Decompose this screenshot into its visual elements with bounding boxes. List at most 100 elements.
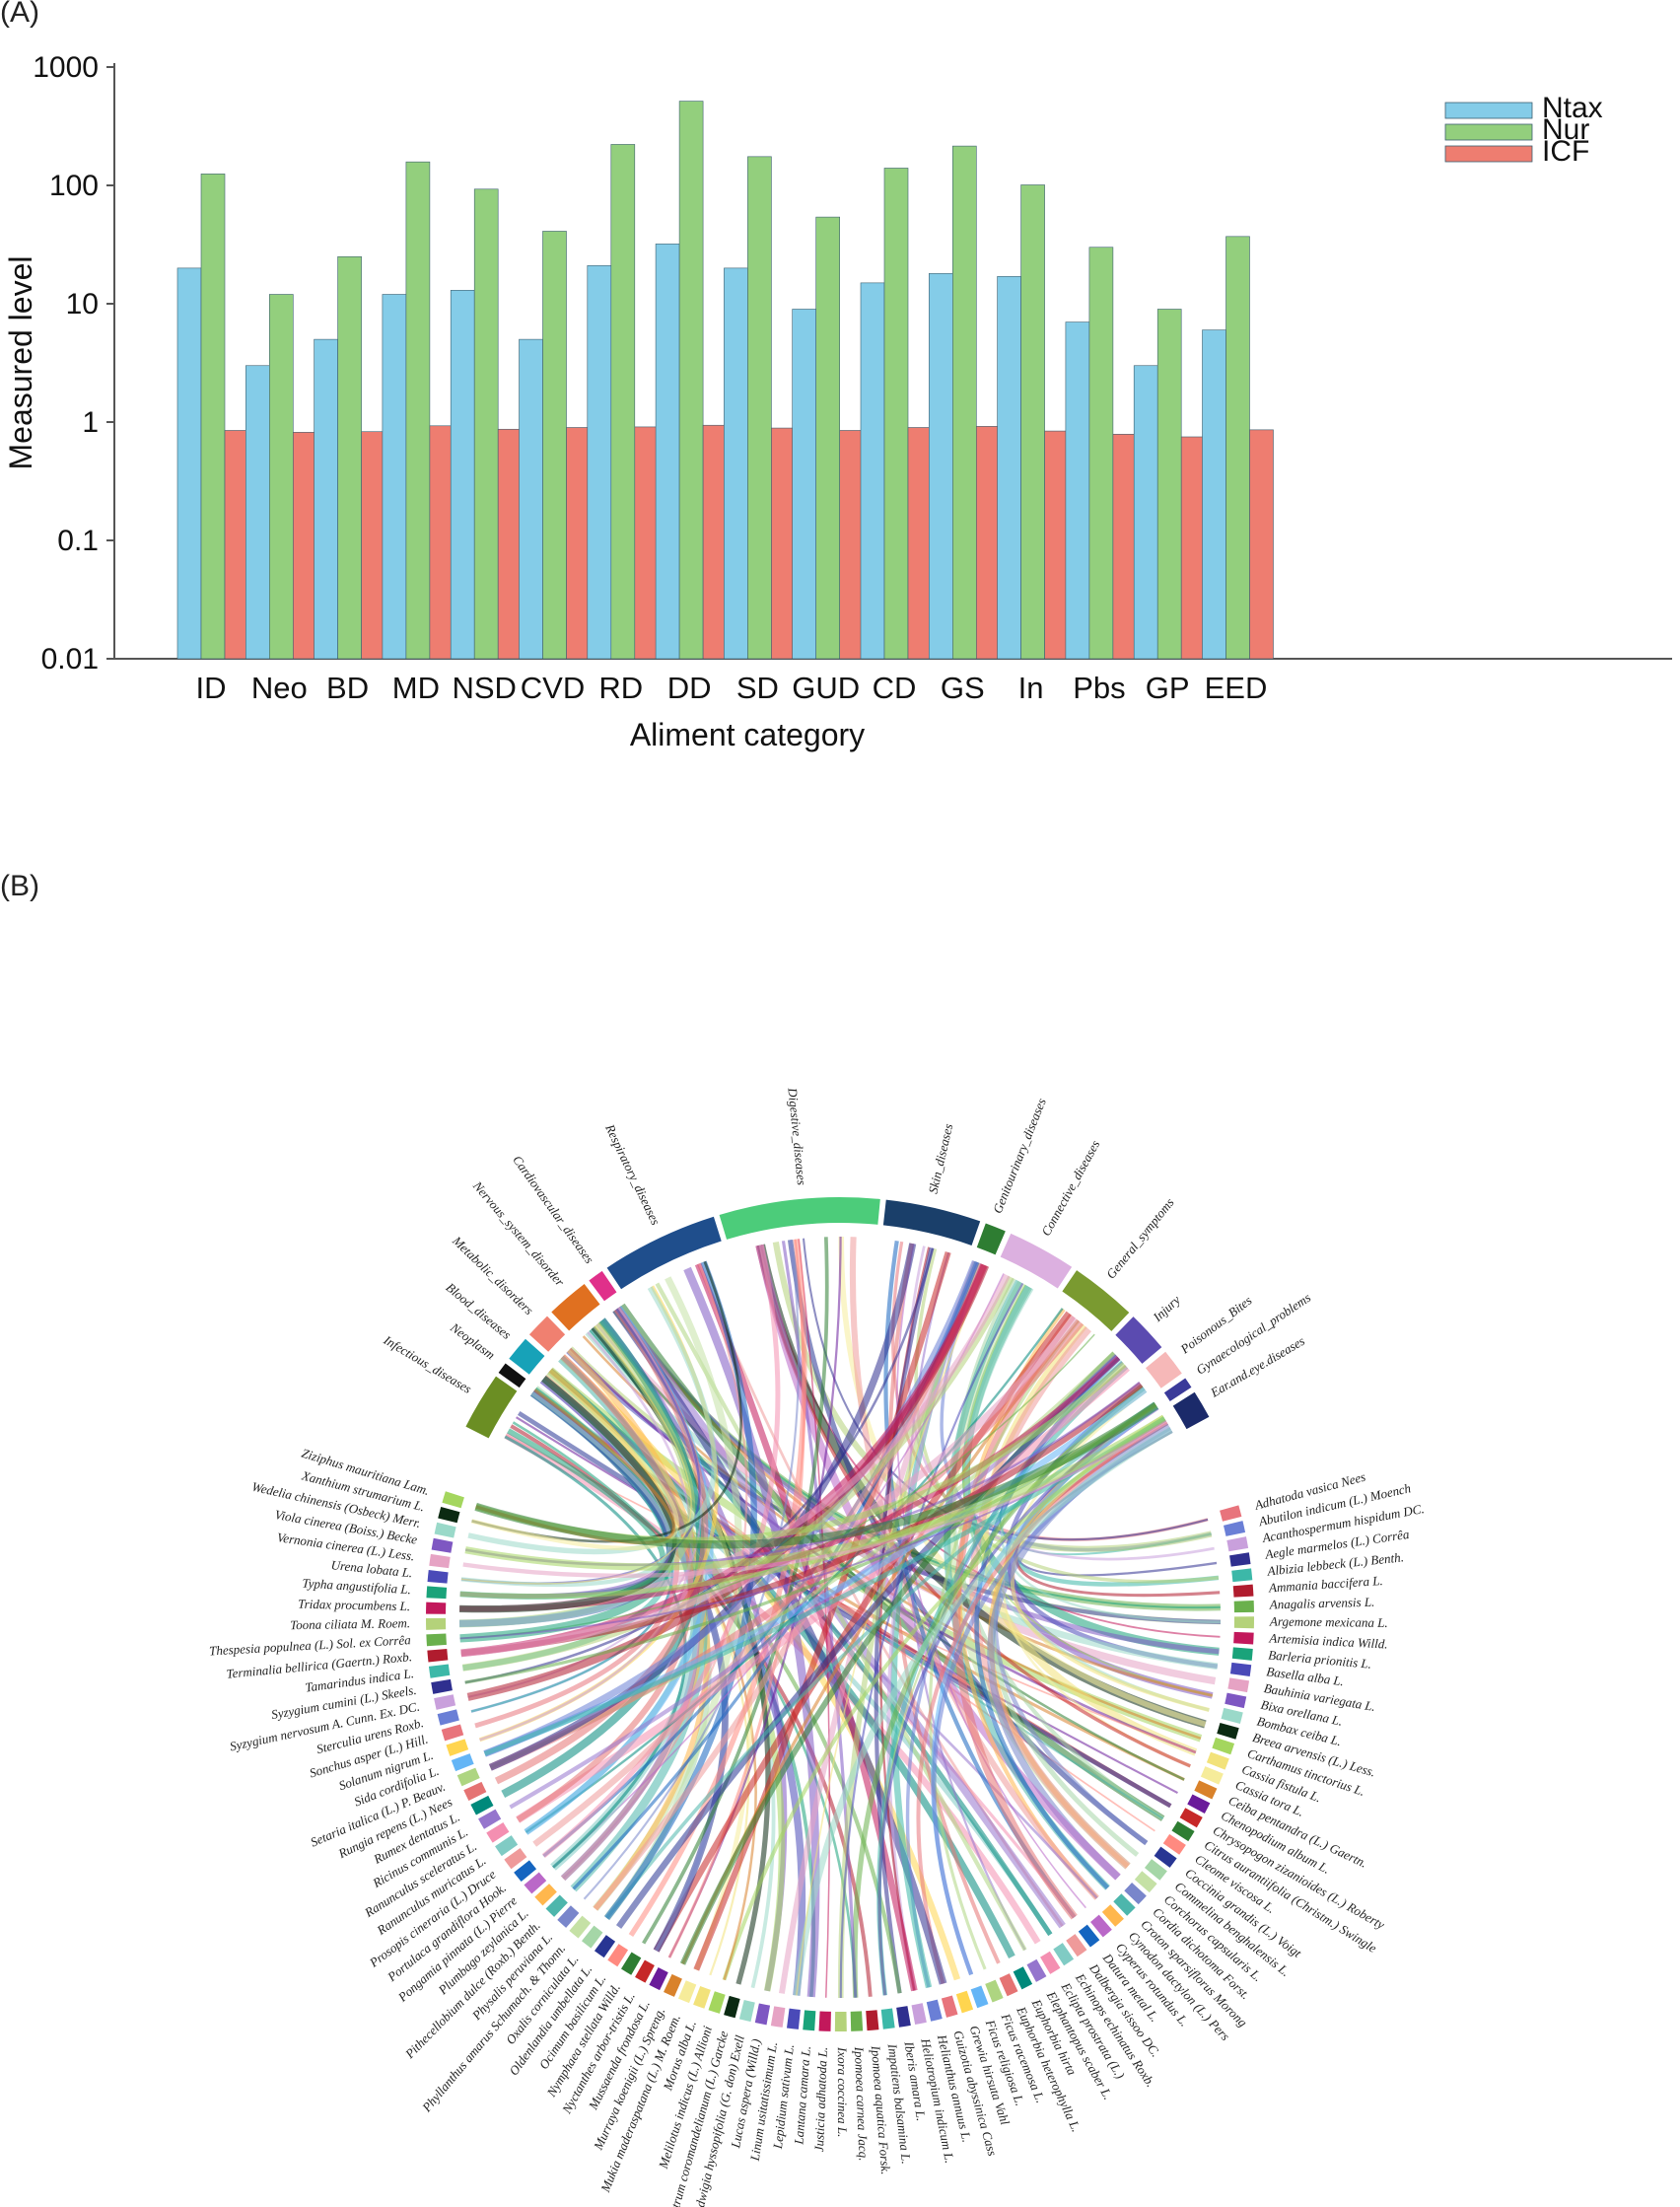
species-arc: [1040, 1951, 1061, 1974]
chord-link: [605, 1401, 1156, 1920]
y-tick-label: 1000: [33, 51, 99, 84]
bar-nur-gs: [951, 145, 977, 660]
category-label: Skin_diseases: [926, 1122, 956, 1195]
bar-icf-rd: [634, 426, 660, 660]
species-arc: [770, 2006, 786, 2028]
chord-link: [516, 1416, 1178, 1794]
species-arc: [926, 1999, 943, 2022]
species-arc: [1227, 1677, 1250, 1693]
species-arc: [1232, 1584, 1254, 1598]
species-arc: [594, 1935, 616, 1958]
category-label: Genitourinary_diseases: [990, 1097, 1049, 1216]
bar-icf-eed: [1249, 429, 1274, 660]
chord-link: [467, 1286, 718, 1555]
category-label: Respiratory_diseases: [602, 1121, 664, 1228]
bar-icf-bd: [361, 431, 385, 660]
category-arc-nervous-system-disorder: [551, 1284, 600, 1331]
species-arc: [504, 1847, 527, 1870]
species-arc: [880, 2008, 895, 2029]
species-arc: [426, 1633, 447, 1647]
x-tick-label: CVD: [521, 671, 585, 705]
x-tick-label: CD: [873, 671, 917, 705]
species-arc: [1179, 1808, 1203, 1828]
species-arc: [1229, 1552, 1251, 1567]
species-arc: [941, 1995, 958, 2018]
y-axis-title: Measured level: [3, 256, 38, 470]
category-arc-blood-diseases: [509, 1338, 545, 1375]
bar-ntax-neo: [245, 365, 270, 660]
bar-nur-id: [200, 174, 226, 660]
species-label: Anagalis arvensis L.: [1269, 1595, 1375, 1612]
chord-link: [462, 1420, 1168, 1579]
bar-nur-md: [405, 161, 431, 660]
species-arc: [635, 1959, 655, 1983]
bar-ntax-in: [997, 276, 1021, 660]
chord-link: [722, 1416, 1165, 1981]
chord-link: [583, 1240, 800, 1900]
species-arc: [446, 1739, 469, 1756]
bar-ntax-md: [382, 294, 407, 660]
legend-label-ntax: Ntax: [1542, 92, 1603, 124]
species-arc: [1113, 1893, 1136, 1916]
category-arc-metabolic-disorders: [528, 1316, 566, 1352]
species-arc: [1200, 1766, 1224, 1785]
species-arc: [708, 1991, 726, 2014]
species-arc: [1233, 1631, 1254, 1645]
species-arc: [818, 2011, 831, 2031]
chord-link: [793, 1426, 1173, 1996]
species-arc: [545, 1894, 568, 1917]
bar-ntax-gud: [792, 309, 817, 660]
category-arc-general-symptoms: [1062, 1270, 1130, 1331]
y-tick-label: 0.01: [41, 643, 99, 676]
species-arc: [786, 2008, 801, 2029]
bar-icf-gud: [839, 430, 865, 660]
species-arc: [426, 1617, 447, 1630]
chord-link: [907, 1251, 1026, 1951]
species-arc: [1226, 1536, 1249, 1552]
species-arc: [649, 1966, 668, 1991]
species-arc: [1225, 1692, 1247, 1709]
species-arc: [434, 1522, 456, 1538]
x-tick-label: EED: [1205, 671, 1268, 705]
species-arc: [478, 1809, 502, 1829]
chord-link: [628, 1239, 807, 1938]
species-arc: [1212, 1737, 1235, 1755]
x-tick-label: DD: [667, 671, 712, 705]
species-arc: [850, 2011, 864, 2031]
species-arc: [1090, 1914, 1112, 1938]
species-arc: [1231, 1568, 1253, 1583]
bar-nur-gp: [1156, 309, 1182, 660]
species-arc: [1124, 1882, 1147, 1905]
species-arc: [438, 1506, 460, 1524]
bar-icf-gp: [1180, 436, 1206, 660]
species-arc: [470, 1795, 494, 1815]
species-arc: [426, 1586, 448, 1600]
legend-swatch-icf: [1444, 145, 1533, 163]
bar-icf-cvd: [566, 427, 591, 660]
species-arc: [441, 1724, 464, 1742]
species-label: Ixora coccinea L.: [835, 2046, 850, 2137]
species-arc: [621, 1952, 642, 1975]
species-arc: [1194, 1780, 1218, 1800]
species-arc: [1171, 1820, 1195, 1842]
species-label: Typha angustifolia L.: [302, 1576, 411, 1598]
legend-label-nur: Nur: [1542, 113, 1589, 146]
species-arc: [1066, 1934, 1087, 1958]
bar-icf-neo: [292, 432, 317, 660]
bar-nur-cd: [883, 168, 909, 660]
x-tick-label: GP: [1146, 671, 1190, 705]
species-arc: [456, 1767, 480, 1787]
species-arc: [607, 1944, 629, 1967]
species-arc: [1217, 1722, 1239, 1740]
bar-nur-eed: [1225, 236, 1250, 660]
x-tick-label: SD: [736, 671, 779, 705]
species-arc: [1206, 1751, 1229, 1770]
species-arc: [463, 1781, 487, 1801]
bar-ntax-gs: [928, 273, 953, 660]
species-arc: [1231, 1647, 1253, 1661]
species-arc: [677, 1980, 697, 2004]
bar-chart: 0.01 0.1 1 10 100 1000 Measured level ID Neo BD MD…: [3, 51, 1672, 752]
bar-icf-cd: [907, 427, 933, 660]
chords-group: [458, 1236, 1222, 1999]
chord-link: [516, 1364, 1130, 1823]
